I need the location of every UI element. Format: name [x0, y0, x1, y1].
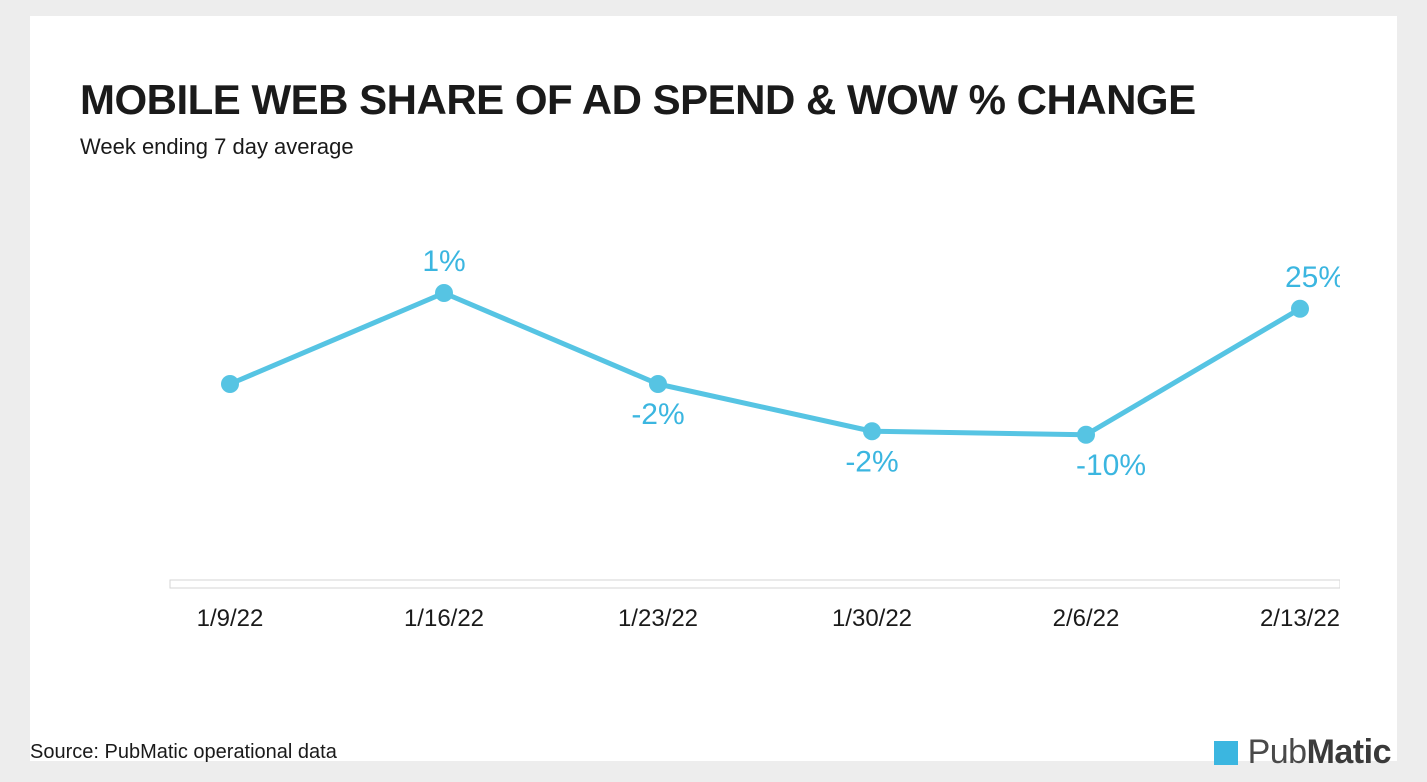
- x-tick-label: 2/13/22: [1260, 605, 1340, 632]
- data-label: -10%: [1076, 449, 1146, 482]
- line-chart: 1% -2% -2% -10% 25% 1/9/22 1/16/22 1/23/22 1/30/…: [160, 206, 1340, 636]
- data-label: 25%: [1285, 261, 1340, 294]
- data-point: [1291, 300, 1309, 318]
- chart-subtitle: Week ending 7 day average: [80, 134, 354, 160]
- source-text: Source: PubMatic operational data: [30, 741, 337, 764]
- brand-logo: PubMatic: [1214, 733, 1391, 772]
- data-point: [649, 375, 667, 393]
- x-tick-label: 1/16/22: [404, 605, 484, 632]
- series-line: [230, 293, 1300, 435]
- footer: Source: PubMatic operational data PubMat…: [0, 722, 1427, 782]
- data-point: [1077, 426, 1095, 444]
- x-tick-label: 1/9/22: [197, 605, 264, 632]
- chart-card: MOBILE WEB SHARE OF AD SPEND & WOW % CHA…: [30, 16, 1397, 761]
- data-point: [863, 422, 881, 440]
- brand-prefix: Pub: [1248, 733, 1307, 771]
- data-label: -2%: [631, 398, 684, 431]
- brand-suffix: Matic: [1307, 733, 1391, 771]
- x-axis-bar: [170, 580, 1340, 588]
- data-point: [435, 284, 453, 302]
- brand-square-icon: [1214, 741, 1238, 765]
- x-tick-label: 1/30/22: [832, 605, 912, 632]
- chart-title: MOBILE WEB SHARE OF AD SPEND & WOW % CHA…: [80, 76, 1196, 124]
- brand-text: PubMatic: [1248, 733, 1391, 772]
- x-tick-label: 1/23/22: [618, 605, 698, 632]
- data-point: [221, 375, 239, 393]
- data-label: 1%: [422, 245, 465, 278]
- x-tick-label: 2/6/22: [1053, 605, 1120, 632]
- data-label: -2%: [845, 445, 898, 478]
